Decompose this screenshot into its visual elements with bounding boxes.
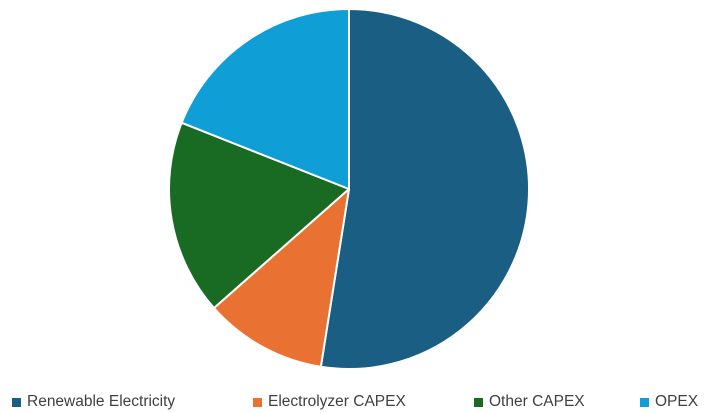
legend-item-opex: OPEX	[640, 391, 698, 413]
legend-label-electrolyzer-capex: Electrolyzer CAPEX	[268, 391, 406, 413]
legend-swatch-electrolyzer-capex	[253, 398, 262, 407]
legend-swatch-other-capex	[474, 398, 483, 407]
pie-slices	[169, 9, 529, 369]
legend-item-electrolyzer-capex: Electrolyzer CAPEX	[253, 391, 406, 413]
legend-label-other-capex: Other CAPEX	[489, 391, 585, 413]
pie-slice-renewable-electricity	[321, 9, 529, 369]
legend-swatch-renewable-electricity	[12, 398, 21, 407]
legend-item-renewable-electricity: Renewable Electricity	[12, 391, 175, 413]
legend-swatch-opex	[640, 398, 649, 407]
chart-legend: Renewable Electricity Electrolyzer CAPEX…	[0, 391, 705, 413]
legend-label-renewable-electricity: Renewable Electricity	[27, 391, 175, 413]
legend-label-opex: OPEX	[655, 391, 698, 413]
legend-item-other-capex: Other CAPEX	[474, 391, 585, 413]
